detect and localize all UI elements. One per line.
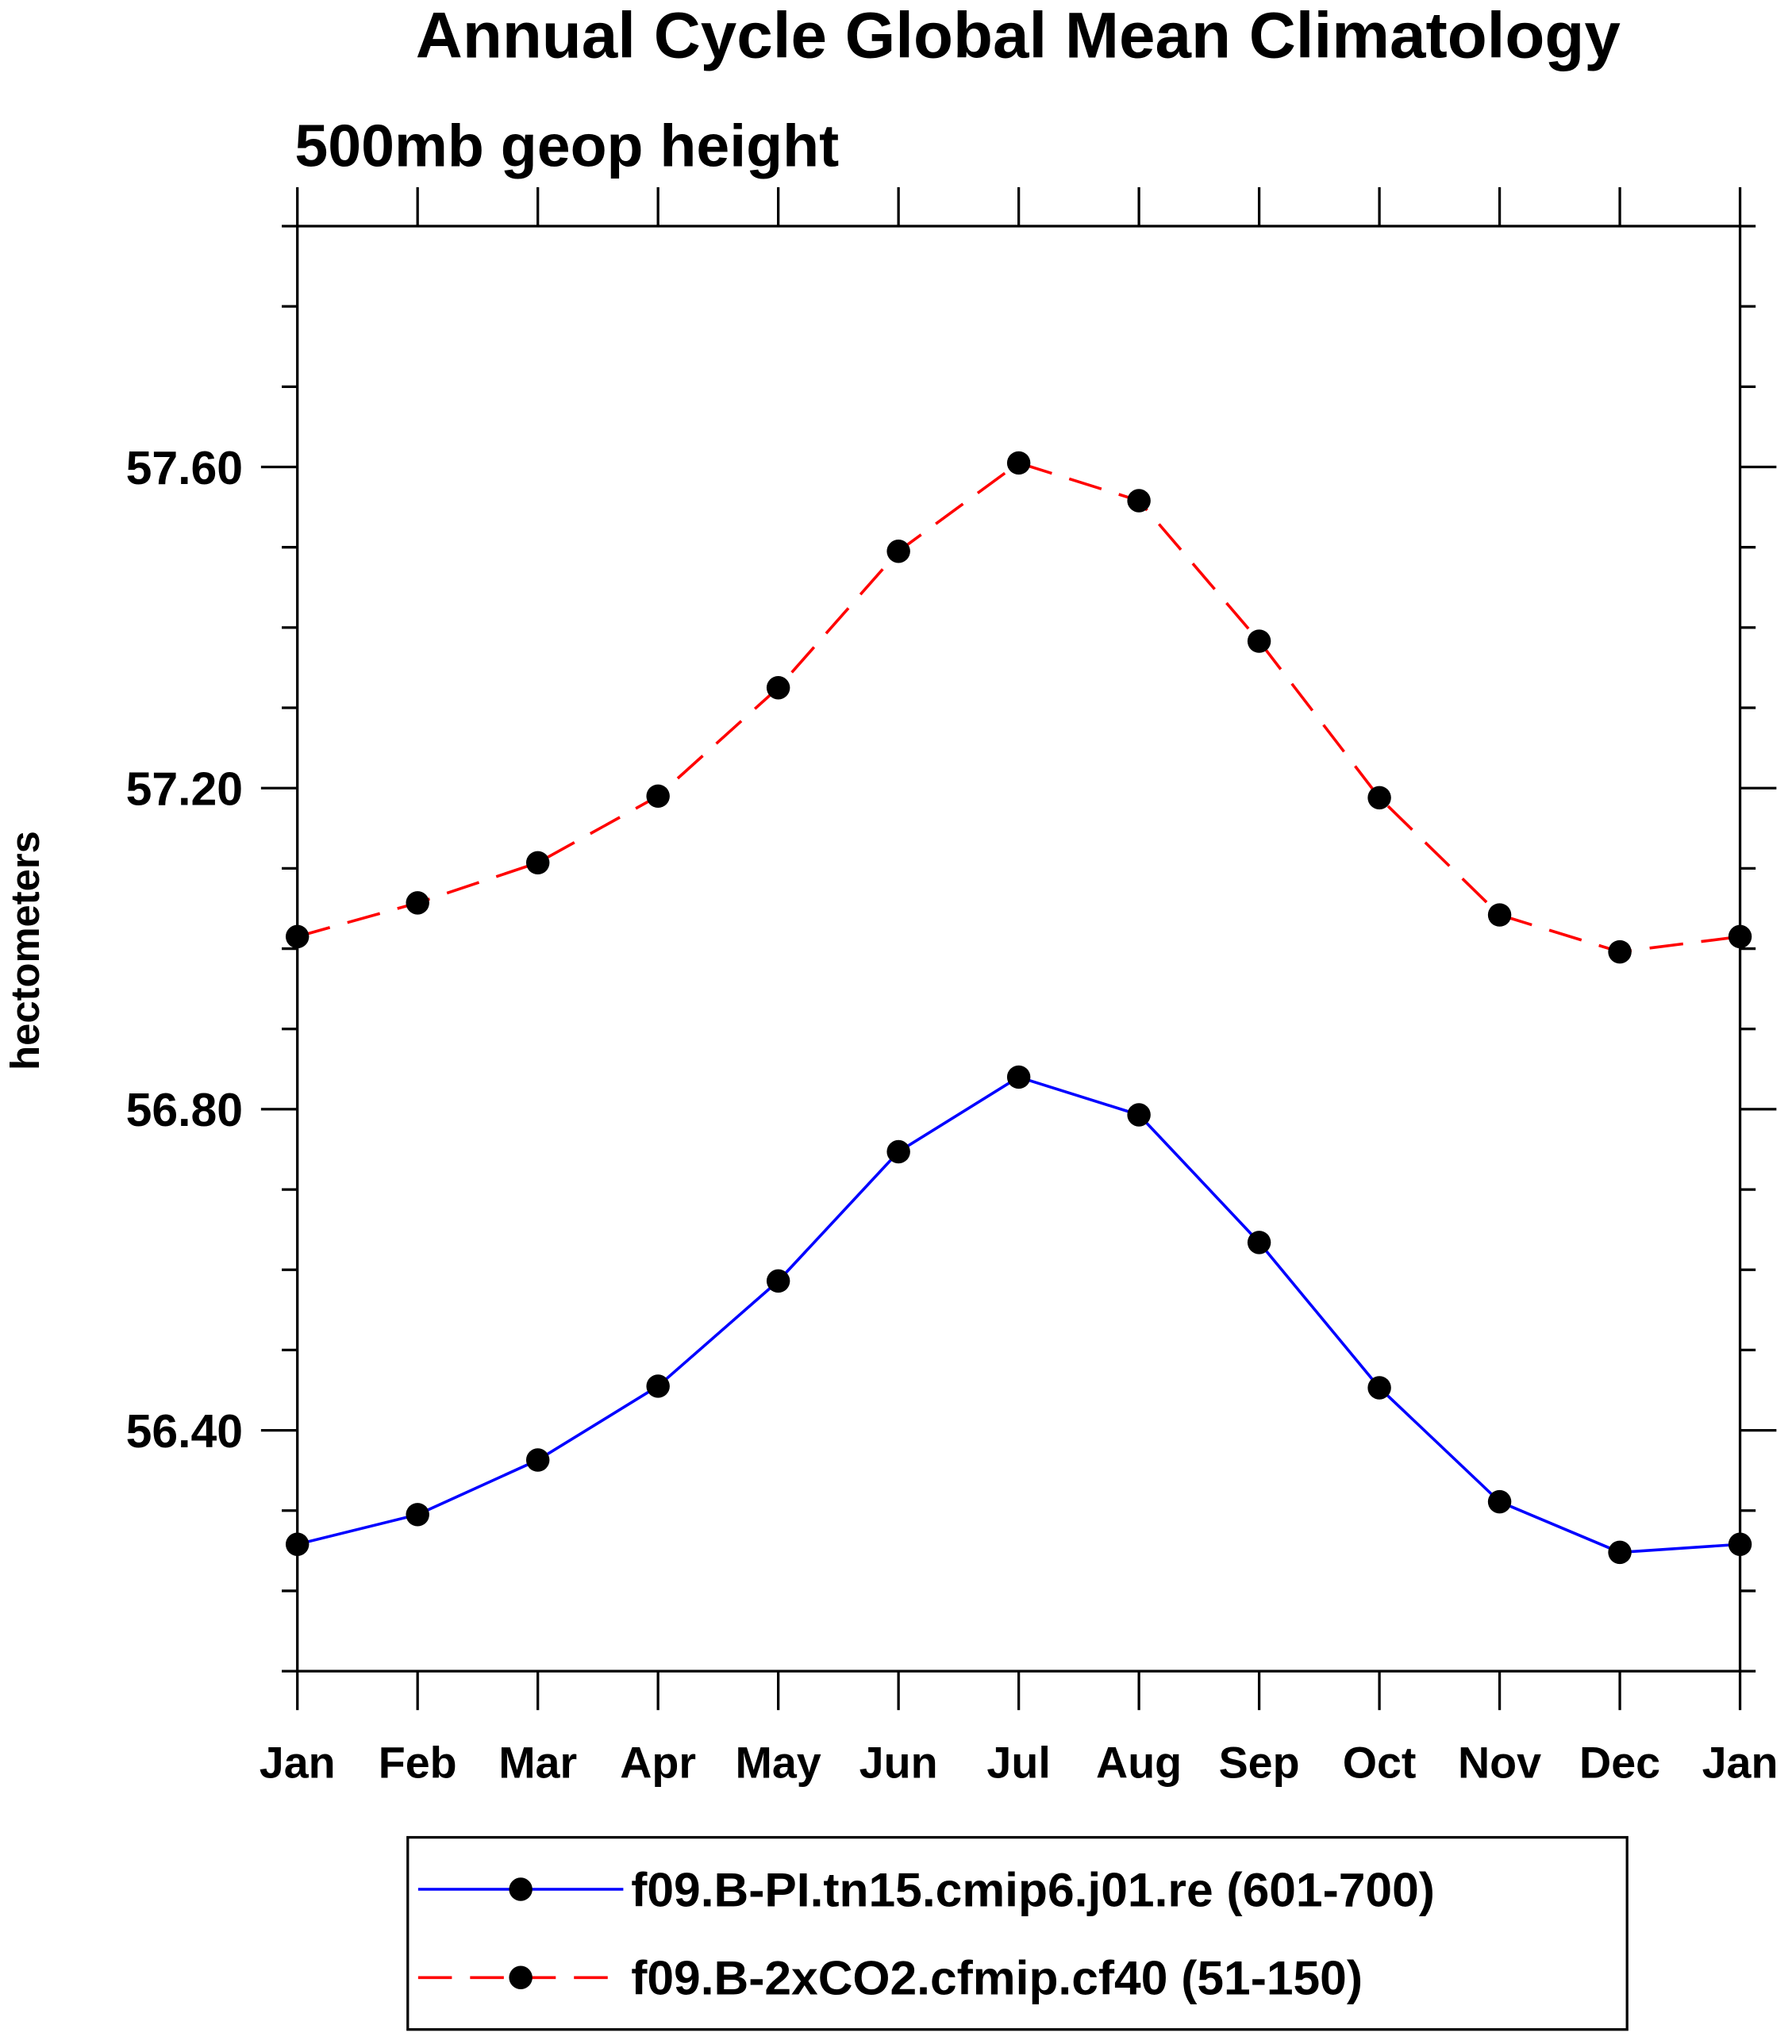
legend-marker [509,1965,533,1989]
data-point [285,924,310,949]
x-tick-label: Aug [1096,1738,1182,1787]
chart-subtitle: 500mb geop height [294,113,839,179]
x-tick-label: Sep [1219,1738,1300,1787]
data-point [285,1532,310,1556]
x-tick-label: Jan [260,1738,336,1787]
data-point [1247,629,1271,653]
data-point [1487,903,1512,927]
y-axis-label: hectometers [2,831,48,1070]
data-point [525,851,550,875]
data-point [646,784,670,809]
y-tick-label: 56.80 [126,1085,243,1136]
legend-marker [509,1877,533,1901]
x-tick-label: Apr [620,1738,696,1787]
series-line-0 [297,1075,1740,1554]
data-point [1127,489,1151,513]
data-point [1728,924,1752,949]
data-point [766,1269,790,1293]
legend-label: f09.B-2xCO2.cfmip.cf40 (51-150) [631,1951,1363,2005]
data-point [525,1448,550,1472]
data-point [1006,1065,1031,1089]
data-point [1608,939,1632,964]
data-point [1247,1231,1271,1254]
data-point [1127,1103,1151,1127]
data-point [886,540,910,563]
data-point [1367,786,1391,810]
series-line-1 [297,461,1740,954]
y-tick-label: 57.60 [126,443,243,494]
x-tick-label: Jul [986,1738,1050,1787]
chart-title: Annual Cycle Global Mean Climatology [416,0,1621,71]
legend-label: f09.B-PI.tn15.cmip6.j01.re (601-700) [631,1862,1435,1916]
data-point [1728,1532,1752,1556]
data-point [406,891,429,915]
x-tick-label: Nov [1458,1738,1541,1787]
x-tick-label: May [736,1738,821,1787]
x-tick-label: Mar [498,1738,577,1787]
data-point [406,1503,429,1527]
plot-frame [296,225,1742,1673]
data-point [886,1139,910,1164]
x-tick-label: Feb [379,1738,457,1787]
data-point [1608,1540,1632,1565]
x-tick-label: Oct [1343,1738,1417,1787]
y-tick-label: 56.40 [126,1406,243,1458]
y-tick-label: 57.20 [126,763,243,815]
data-point [1367,1376,1391,1400]
legend: f09.B-PI.tn15.cmip6.j01.re (601-700) f09.… [406,1835,1629,2031]
data-point [1487,1489,1512,1514]
x-tick-label: Jun [859,1738,938,1787]
data-point [646,1374,670,1398]
data-point [1006,451,1031,475]
x-tick-label: Dec [1579,1738,1660,1787]
legend-box [406,1835,1629,2031]
data-point [766,676,790,700]
x-tick-label: Jan [1702,1738,1779,1787]
